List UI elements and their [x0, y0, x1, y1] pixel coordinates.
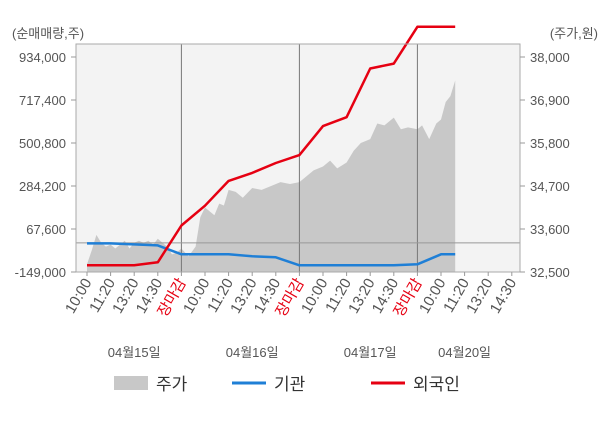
right-tick-label: 36,900 [530, 93, 570, 108]
left-tick-label: -149,000 [15, 265, 66, 280]
date-label: 04월20일 [438, 345, 491, 360]
right-axis-unit: (주가,원) [550, 26, 598, 41]
price-area-layer [87, 80, 456, 272]
date-label: 04월15일 [108, 345, 161, 360]
price-area [87, 80, 456, 272]
left-tick-label: 67,600 [26, 222, 66, 237]
right-tick-label: 38,000 [530, 50, 570, 65]
right-tick-label: 35,800 [530, 136, 570, 151]
right-tick-label: 32,500 [530, 265, 570, 280]
left-tick-label: 284,200 [19, 179, 66, 194]
date-label: 04월16일 [226, 345, 279, 360]
legend-label: 기관 [274, 375, 305, 394]
plot-frame [75, 43, 521, 273]
left-tick-label: 934,000 [19, 50, 66, 65]
legend-label: 주가 [156, 375, 188, 394]
legend-swatch-price [114, 376, 148, 390]
day-separator-layer [180, 44, 418, 272]
legend: 주가 기관 외국인 [114, 375, 460, 394]
foreigner-line [87, 25, 456, 267]
right-tick-label: 34,700 [530, 179, 570, 194]
left-axis: 934,000 717,400 500,800 284,200 67,600 -149,0… [15, 50, 76, 280]
left-axis-unit: (순매매량,주) [12, 26, 84, 41]
left-tick-label: 500,800 [19, 136, 66, 151]
x-axis: 10:0011:2013:2014:30장마감10:0011:2013:2014… [62, 272, 520, 320]
date-label: 04월17일 [344, 345, 397, 360]
legend-label: 외국인 [413, 375, 460, 394]
right-tick-label: 33,600 [530, 222, 570, 237]
investor-lines-layer [87, 25, 456, 267]
left-tick-label: 717,400 [19, 93, 66, 108]
date-labels: 04월15일 04월16일 04월17일 04월20일 [108, 345, 491, 360]
institution-line [87, 242, 456, 267]
right-axis: 38,000 36,900 35,800 34,700 33,600 32,500 [520, 50, 570, 280]
